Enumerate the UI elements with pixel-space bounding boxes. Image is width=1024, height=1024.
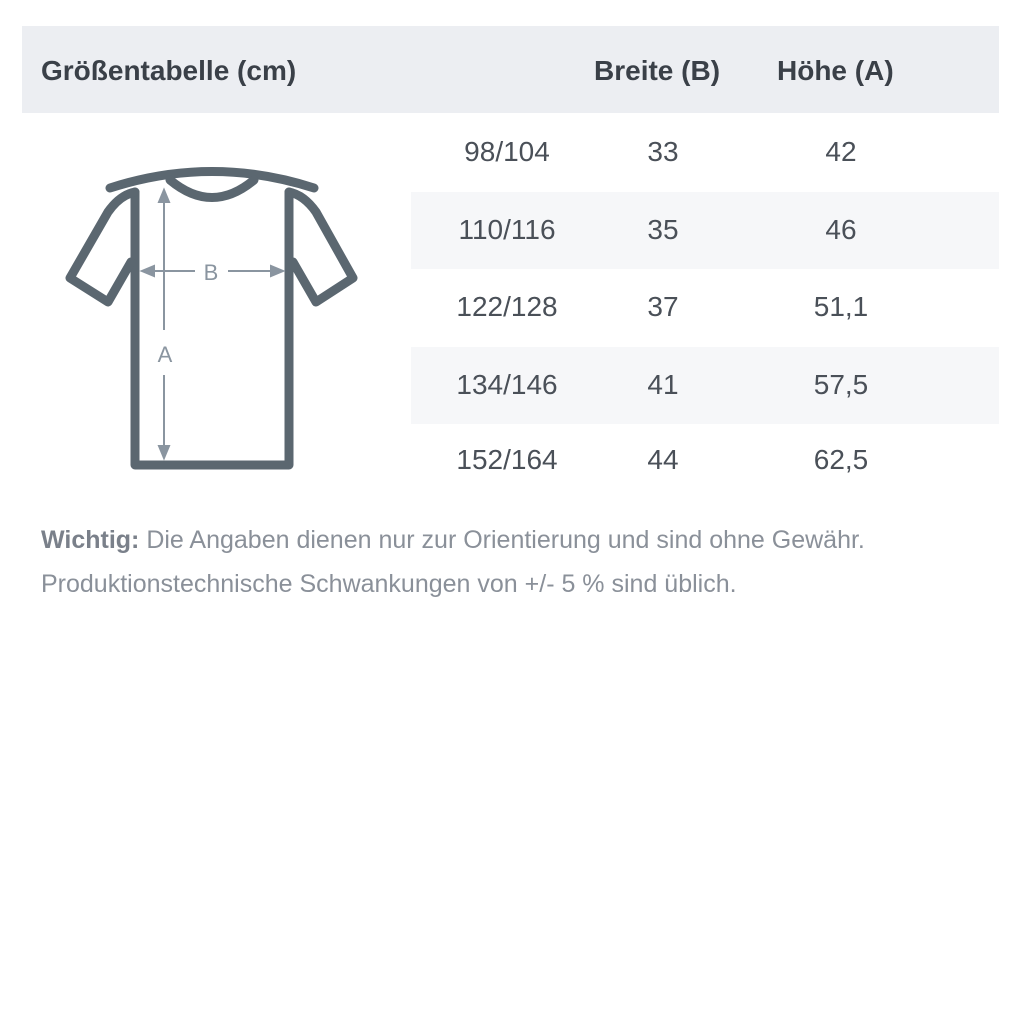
cell-size: 152/164 xyxy=(456,444,558,475)
label-a: A xyxy=(158,342,173,367)
cell-height: 42 xyxy=(825,136,857,167)
cell-height: 51,1 xyxy=(813,291,869,322)
disclaimer-note: Wichtig: Die Angaben dienen nur zur Orie… xyxy=(41,518,865,606)
cell-height: 57,5 xyxy=(813,369,869,400)
tshirt-outline-icon xyxy=(65,167,358,470)
table-title: Größentabelle (cm) xyxy=(41,55,297,86)
cell-size: 98/104 xyxy=(464,136,550,167)
cell-width: 33 xyxy=(647,136,679,167)
column-header-height: Höhe (A) xyxy=(777,55,894,86)
cell-size: 122/128 xyxy=(456,291,558,322)
table-row: 152/164 44 62,5 xyxy=(411,424,999,501)
table-row: 110/116 35 46 xyxy=(411,192,999,269)
note-line1: Die Angaben dienen nur zur Orientierung … xyxy=(139,526,865,554)
cell-height: 62,5 xyxy=(813,444,869,475)
cell-width: 37 xyxy=(647,291,679,322)
cell-size: 134/146 xyxy=(456,369,558,400)
column-header-width: Breite (B) xyxy=(594,55,721,86)
measurement-arrows-icon xyxy=(139,187,286,461)
cell-width: 44 xyxy=(647,444,679,475)
cell-height: 46 xyxy=(825,214,857,245)
note-line2: Produktionstechnische Schwankungen von +… xyxy=(41,570,737,598)
note-bold: Wichtig: xyxy=(41,526,140,554)
label-b: B xyxy=(204,260,219,285)
table-header: Größentabelle (cm) Breite (B) Höhe (A) xyxy=(22,26,999,113)
cell-width: 35 xyxy=(647,214,679,245)
cell-width: 41 xyxy=(647,369,679,400)
cell-size: 110/116 xyxy=(458,214,556,245)
table-row: 134/146 41 57,5 xyxy=(411,347,999,424)
tshirt-diagram: B A xyxy=(65,167,358,470)
table-row: 122/128 37 51,1 xyxy=(411,269,999,346)
table-row: 98/104 33 42 xyxy=(411,114,999,191)
